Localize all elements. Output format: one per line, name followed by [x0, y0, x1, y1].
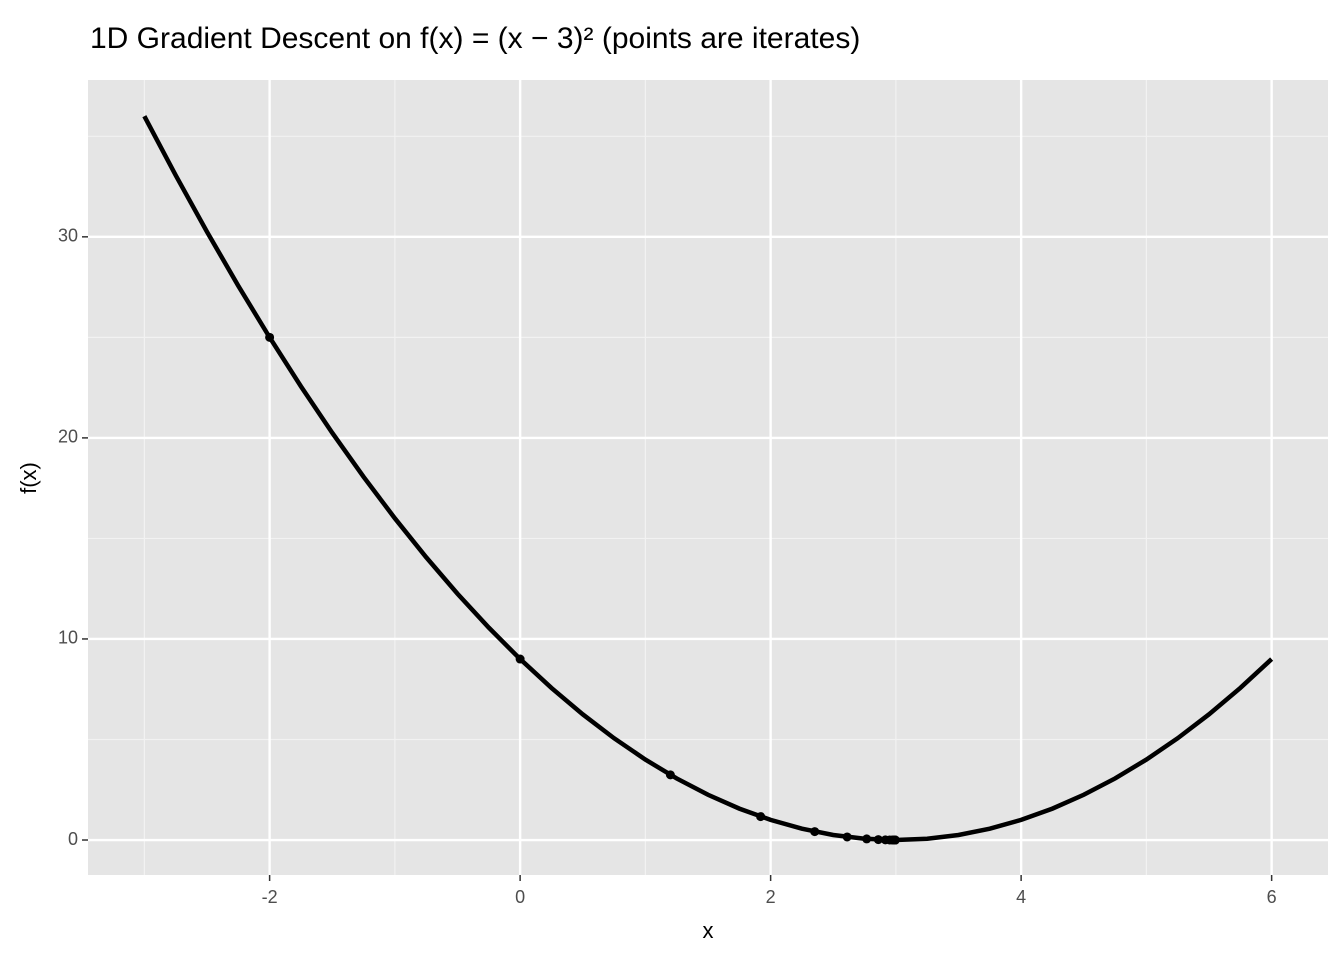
- y-tick-label: 30: [58, 226, 78, 246]
- iterate-point: [862, 834, 872, 844]
- x-axis-title: x: [703, 918, 714, 943]
- curve: [142, 115, 1274, 843]
- iterate-point: [665, 770, 675, 780]
- chart-title: 1D Gradient Descent on f(x) = (x − 3)² (…: [90, 22, 860, 55]
- iterate-point: [873, 835, 883, 845]
- iterate-point: [890, 835, 900, 845]
- iterate-point: [265, 332, 275, 342]
- y-axis-title: f(x): [16, 462, 41, 494]
- x-tick-label: 0: [515, 887, 525, 907]
- y-tick-label: 20: [58, 427, 78, 447]
- x-tick-label: 4: [1016, 887, 1026, 907]
- iterate-point: [810, 827, 820, 837]
- y-tick-label: 0: [68, 829, 78, 849]
- iterate-point: [756, 812, 766, 822]
- x-tick-label: -2: [262, 887, 278, 907]
- plot-panel: [88, 80, 1328, 875]
- iterate-point: [515, 654, 525, 664]
- x-tick-label: 2: [766, 887, 776, 907]
- x-tick-label: 6: [1267, 887, 1277, 907]
- iterate-point: [842, 832, 852, 842]
- y-tick-label: 10: [58, 628, 78, 648]
